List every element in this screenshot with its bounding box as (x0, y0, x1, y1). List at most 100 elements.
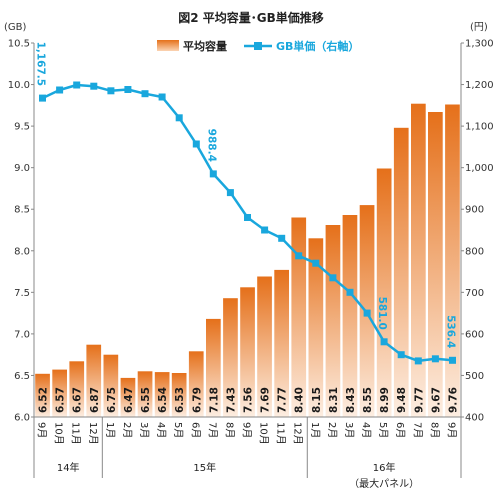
price-point (397, 351, 405, 359)
legend-line-marker (254, 42, 262, 50)
bar-value-label: 6.55 (140, 387, 152, 413)
bar (393, 127, 409, 418)
month-label: 7月 (206, 422, 218, 438)
bar-value-label: 7.18 (208, 387, 220, 413)
right-tick-label: 400 (465, 413, 484, 424)
price-point (56, 86, 64, 94)
bar-value-label: 6.47 (123, 387, 135, 413)
right-tick-label: 700 (465, 288, 484, 299)
price-point (192, 140, 200, 148)
left-tick-label: 8.5 (14, 205, 30, 216)
bar-value-label: 8.99 (379, 387, 391, 413)
line-series (39, 81, 456, 365)
month-label: 2月 (326, 422, 338, 438)
price-point (244, 214, 251, 221)
month-label: 2月 (121, 422, 133, 438)
month-label: 5月 (377, 422, 389, 438)
bar-value-label: 8.31 (328, 387, 340, 413)
bar (120, 377, 136, 417)
bar-value-label: 9.48 (396, 387, 408, 413)
bar (325, 225, 341, 417)
month-label: 9月 (241, 422, 253, 438)
month-label: 11月 (70, 422, 82, 445)
month-label: 5月 (172, 422, 184, 438)
bar-value-label: 6.54 (157, 387, 169, 413)
month-label: 12月 (292, 422, 304, 445)
legend-bar-swatch (157, 40, 179, 51)
annotation-label: （最大パネル） (349, 477, 419, 490)
bar-value-label: 6.67 (72, 387, 84, 413)
bar-value-label: 8.40 (294, 387, 306, 413)
month-label: 6月 (189, 422, 201, 438)
price-point (226, 189, 234, 197)
left-tick-label: 8.0 (14, 246, 30, 257)
right-tick-label: 1,300 (465, 39, 494, 50)
left-tick-label: 9.5 (14, 122, 30, 133)
bar-value-label: 6.79 (191, 387, 203, 413)
legend-line-label: GB単価（右軸） (276, 39, 359, 53)
month-label: 3月 (138, 422, 150, 438)
month-label: 8月 (223, 422, 235, 438)
price-value-label: 536.4 (445, 315, 457, 348)
bar (103, 354, 119, 417)
bar (52, 369, 67, 417)
right-tick-label: 1,200 (465, 80, 494, 91)
month-label: 6月 (394, 422, 406, 438)
bar (206, 318, 221, 417)
axes: 6.0 6.5 7.0 7.5 8.0 8.5 9.0 9.5 10.0 10.5 400 500 60… (8, 39, 494, 491)
bar (69, 361, 85, 417)
bar (428, 112, 443, 417)
bar (274, 269, 289, 417)
bar (411, 103, 426, 417)
left-tick-label: 7.0 (14, 329, 30, 340)
price-point (363, 309, 371, 317)
bar-value-label: 9.77 (413, 387, 425, 413)
right-tick-label: 500 (465, 371, 484, 382)
right-tick-label: 800 (465, 246, 484, 257)
right-axis-unit: (円) (470, 22, 488, 33)
bar-value-label: 6.53 (174, 387, 186, 413)
price-point (449, 356, 456, 364)
bar-value-label: 7.56 (243, 387, 255, 413)
month-label: 8月 (428, 422, 440, 438)
right-tick-label: 900 (465, 205, 484, 216)
month-label: 4月 (360, 422, 372, 438)
bar-value-label: 7.69 (260, 387, 272, 413)
chart-title: 図2 平均容量･GB単価推移 (178, 10, 324, 25)
left-tick-label: 10.0 (8, 80, 30, 91)
price-point (107, 87, 115, 95)
month-label: 9月 (36, 422, 48, 438)
month-label: 10月 (258, 422, 270, 445)
bar (86, 344, 102, 417)
bar-value-label: 9.67 (430, 387, 442, 413)
price-point (73, 81, 81, 89)
left-tick-label: 9.0 (14, 163, 30, 174)
price-point (39, 94, 46, 102)
bar-value-label: 9.76 (448, 387, 460, 413)
bar (137, 371, 153, 417)
bar (257, 276, 272, 417)
bar (342, 215, 358, 417)
month-label: 7月 (411, 422, 423, 438)
bar-value-label: 7.77 (277, 387, 289, 413)
bar-series (35, 103, 460, 418)
price-value-label: 1,167.5 (35, 42, 47, 87)
month-label: 12月 (87, 422, 99, 445)
year-label: 15年 (193, 461, 216, 474)
bar (223, 298, 238, 417)
price-point (141, 90, 149, 98)
price-point (414, 357, 422, 365)
price-point (431, 355, 439, 363)
bar (171, 373, 187, 417)
bar-value-label: 8.55 (362, 387, 374, 413)
bar (445, 104, 460, 417)
bar (35, 373, 50, 417)
bar (154, 372, 170, 417)
right-tick-label: 600 (465, 329, 484, 340)
bar (188, 351, 204, 417)
price-point (209, 170, 217, 178)
price-point (295, 252, 303, 260)
price-point (312, 259, 320, 267)
price-value-label: 581.0 (376, 297, 388, 330)
